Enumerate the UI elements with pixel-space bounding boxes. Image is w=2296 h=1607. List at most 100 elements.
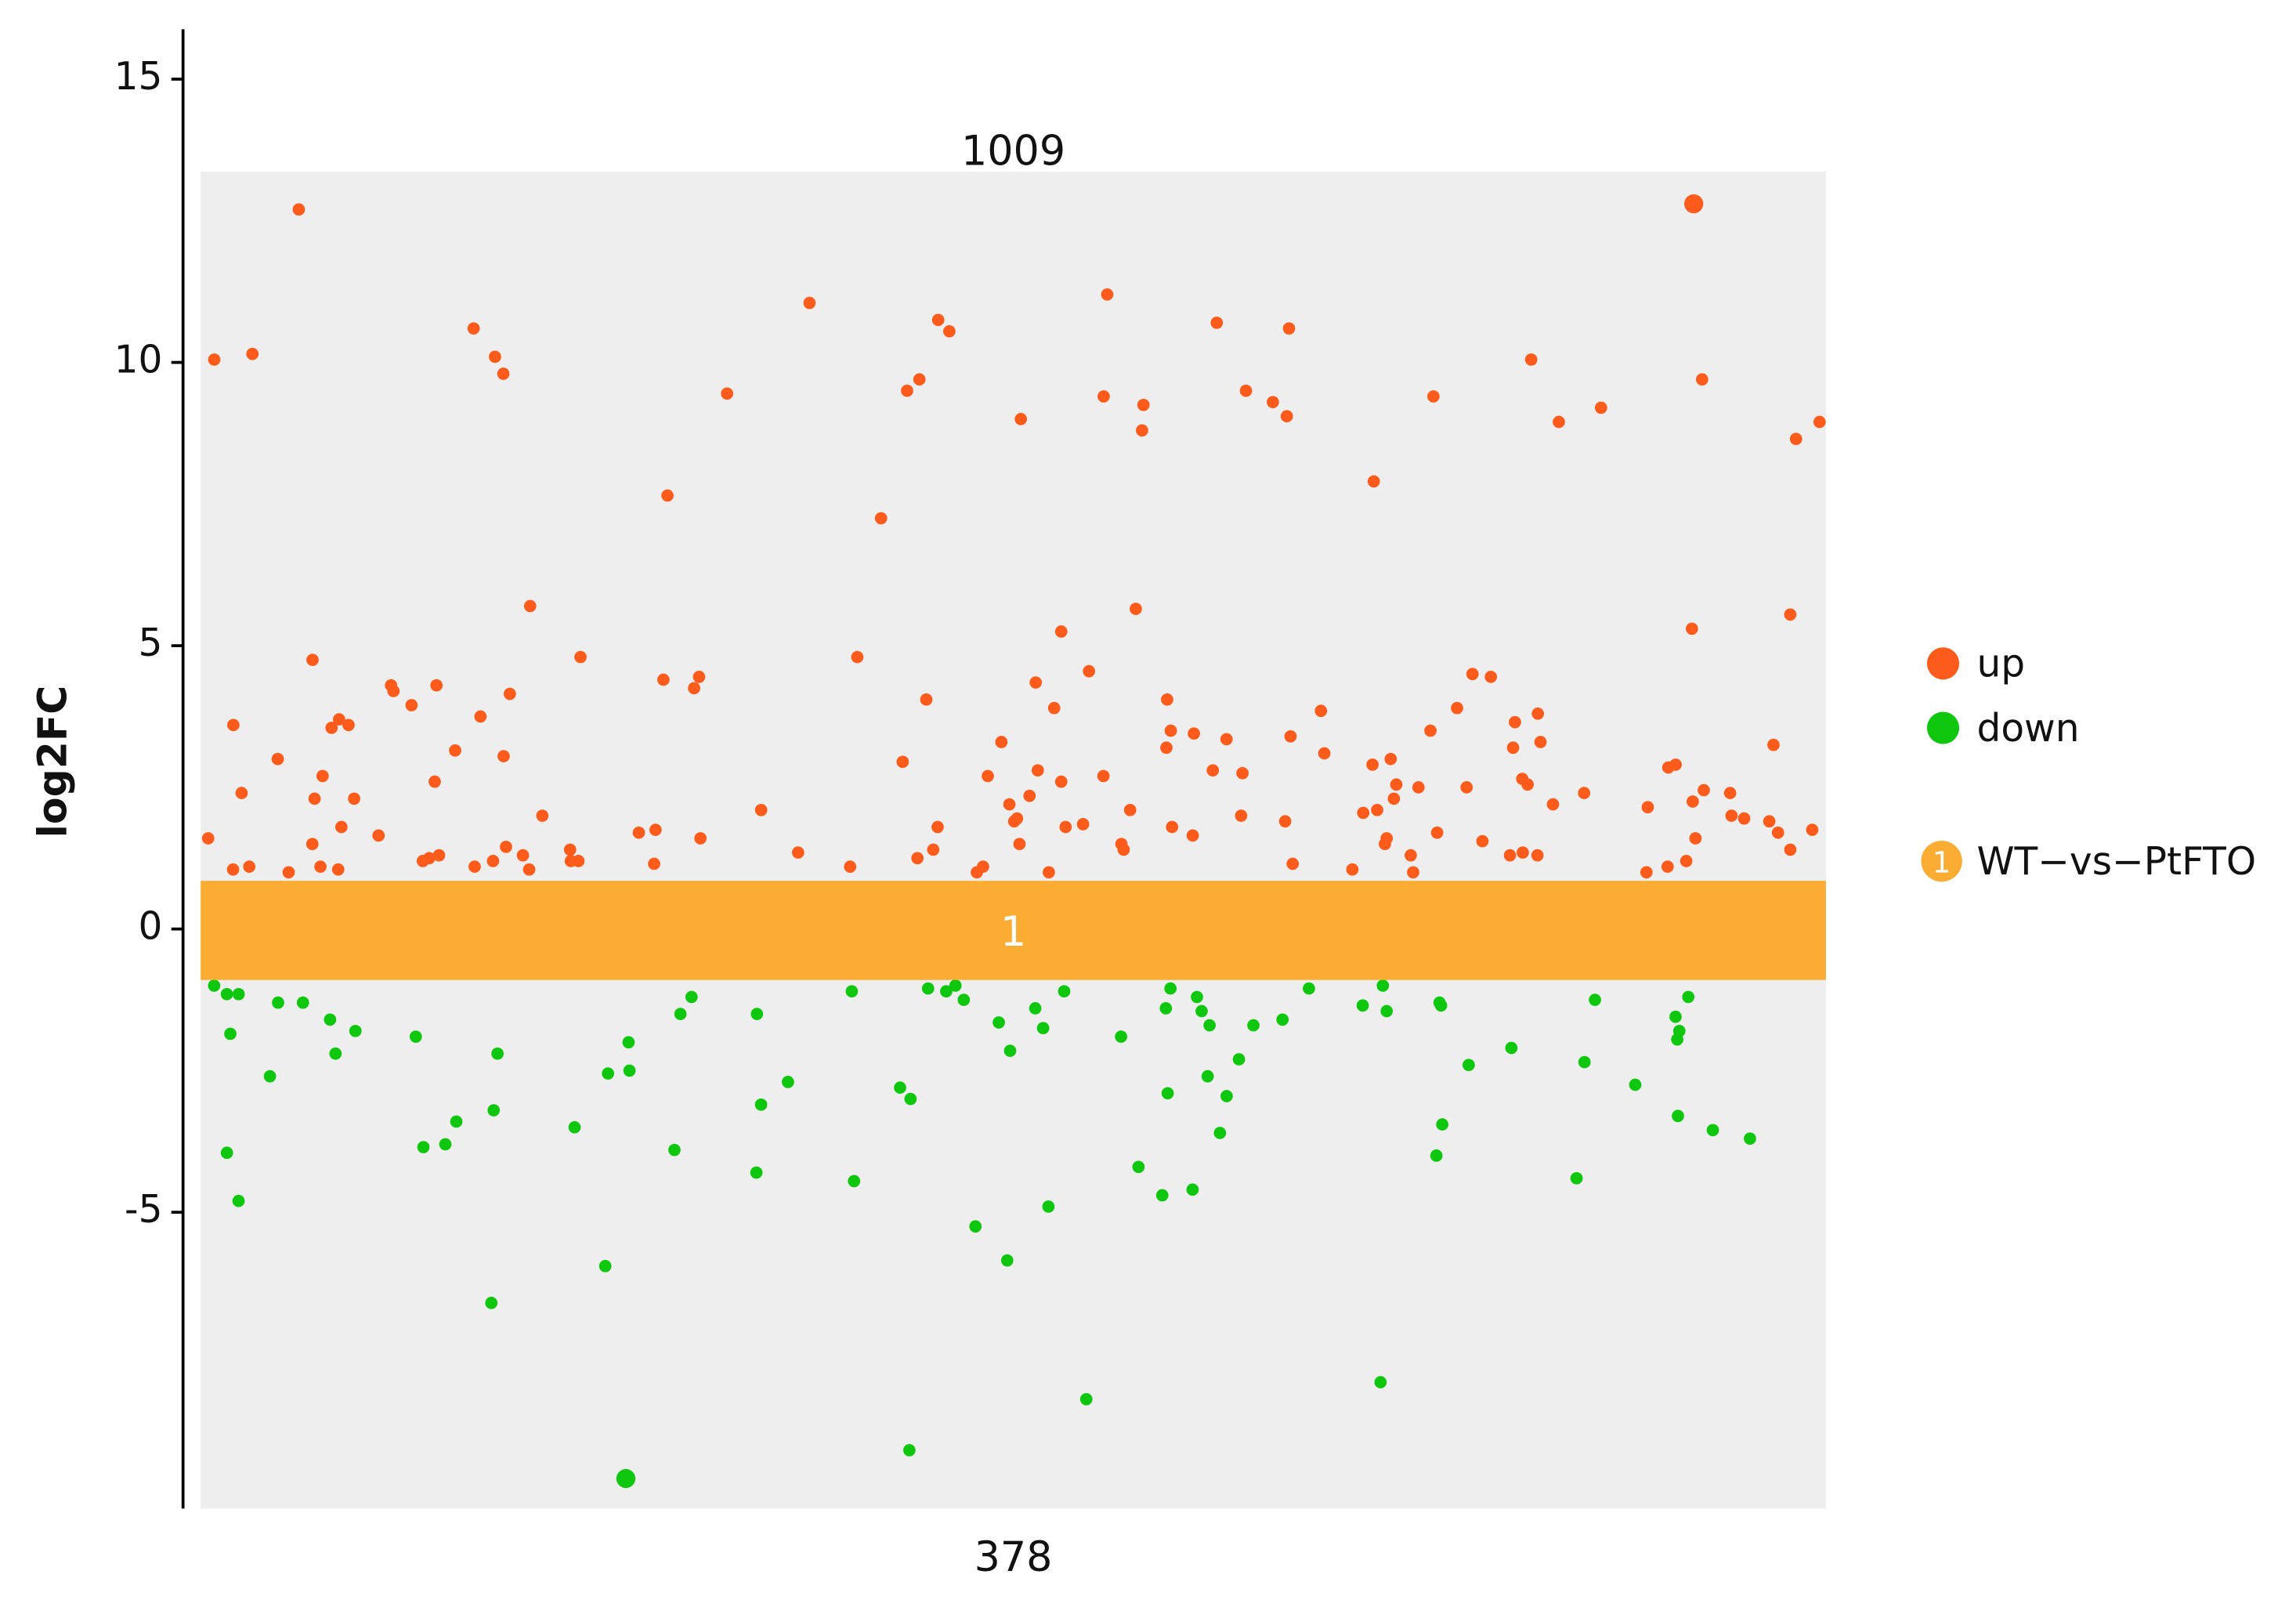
data-point (1191, 990, 1203, 1004)
data-point (272, 996, 284, 1009)
data-point (516, 849, 530, 862)
data-point (920, 693, 933, 706)
data-point (324, 1013, 337, 1026)
data-point (602, 1067, 614, 1080)
data-point (246, 347, 259, 360)
data-point (263, 1070, 277, 1083)
data-point (1534, 736, 1547, 748)
data-point (848, 1174, 861, 1188)
data-point (894, 1081, 906, 1094)
data-point (1387, 792, 1401, 805)
data-point (1164, 724, 1177, 737)
data-point (572, 855, 585, 867)
data-point (387, 685, 400, 697)
data-point (1407, 866, 1419, 879)
data-point (1047, 701, 1061, 715)
data-point (563, 843, 577, 856)
data-point (1771, 826, 1784, 839)
data-point (1696, 373, 1708, 386)
data-point (1680, 855, 1693, 867)
data-point (1161, 1087, 1174, 1100)
data-point (1723, 787, 1737, 799)
data-point (1029, 1002, 1042, 1015)
data-point (1058, 985, 1071, 998)
data-point (1213, 1127, 1227, 1139)
data-point (1314, 704, 1328, 718)
data-point (1286, 857, 1300, 870)
data-point (1346, 863, 1359, 876)
data-point (904, 1092, 917, 1106)
data-point (1689, 832, 1702, 845)
data-point (314, 860, 327, 873)
data-point (1661, 860, 1674, 873)
data-point (1203, 1019, 1216, 1032)
data-point (306, 838, 319, 851)
data-point (1000, 1254, 1014, 1267)
data-point (1079, 1392, 1093, 1406)
data-point (1201, 1070, 1214, 1083)
data-point (292, 203, 306, 216)
data-point (845, 985, 859, 998)
data-point (1239, 384, 1253, 397)
data-point (1278, 815, 1292, 828)
data-point (1390, 778, 1403, 791)
data-point (485, 1297, 498, 1309)
data-point (903, 1444, 916, 1457)
data-point (1059, 820, 1072, 834)
data-point (486, 855, 500, 867)
data-point (497, 750, 510, 762)
data-point (1640, 866, 1653, 879)
data-point (1434, 999, 1448, 1012)
data-point (754, 803, 768, 816)
data-point (1436, 1118, 1449, 1131)
data-point (661, 489, 674, 502)
data-point (423, 852, 436, 865)
data-point (306, 653, 319, 667)
data-point (931, 313, 945, 327)
data-point (1427, 390, 1440, 403)
data-point (1466, 668, 1479, 681)
y-tick-label: -5 (125, 1188, 162, 1232)
data-point (1503, 849, 1517, 862)
data-point (1531, 849, 1544, 862)
data-point (1725, 809, 1738, 822)
data-point (500, 840, 512, 853)
data-point (271, 752, 284, 765)
data-point (1276, 1013, 1289, 1026)
data-point (208, 353, 221, 366)
data-point (1123, 803, 1137, 816)
data-point (227, 718, 240, 732)
data-point (208, 979, 221, 992)
data-point (1367, 475, 1380, 488)
data-point (668, 1143, 681, 1156)
data-point (568, 1120, 581, 1134)
data-point (296, 996, 309, 1009)
panel-background (201, 171, 1826, 1509)
data-point (1013, 838, 1026, 851)
data-point (1003, 1044, 1017, 1057)
data-point (1379, 838, 1391, 851)
data-point (1698, 784, 1710, 797)
data-point (450, 1115, 463, 1128)
data-point (1031, 764, 1044, 777)
data-point (467, 322, 480, 335)
y-axis-title: log2FC (30, 686, 76, 838)
data-point (1784, 608, 1797, 621)
data-point (1737, 812, 1751, 825)
data-point (1509, 715, 1521, 729)
data-point (657, 673, 670, 686)
data-point (782, 1076, 794, 1088)
group-band-label: 1 (1000, 908, 1026, 956)
data-point (911, 852, 924, 865)
data-point (1054, 775, 1068, 788)
y-tick-label: 15 (114, 55, 163, 99)
data-point (523, 599, 537, 613)
data-point (931, 820, 944, 834)
data-point (1161, 693, 1173, 706)
data-point (1376, 979, 1390, 992)
data-point (1083, 664, 1096, 678)
data-point (1097, 769, 1110, 783)
data-point (982, 769, 994, 783)
data-point (921, 982, 935, 995)
